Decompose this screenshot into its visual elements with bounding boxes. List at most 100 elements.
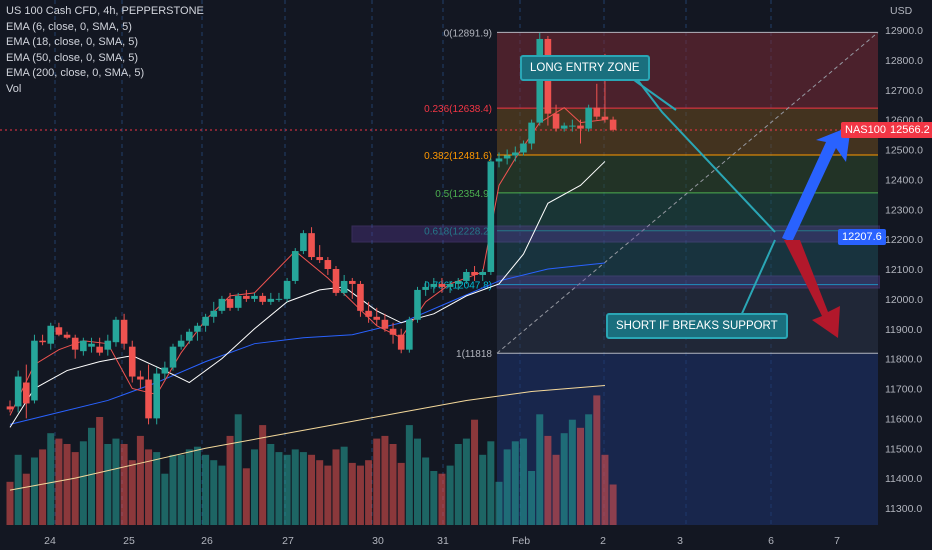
candle-body [186,331,193,341]
indicator-ema50[interactable]: EMA (50, close, 0, SMA, 5) [6,51,139,64]
volume-bar [193,446,201,525]
candle-body [194,325,201,332]
ema18-line [9,161,606,428]
volume-bar [63,444,71,525]
indicator-ema6[interactable]: EMA (6, close, 0, SMA, 5) [6,20,132,33]
candle-body [6,406,14,410]
y-tick-label: 12100.0 [885,264,923,276]
volume-bar [462,438,470,525]
volume-bar [389,444,397,525]
indicator-ema200[interactable]: EMA (200, close, 0, SMA, 5) [6,67,145,79]
volume-bar [177,454,185,525]
candle-body [503,155,511,159]
candle-body [267,298,275,302]
x-tick-label: 30 [372,535,384,547]
y-tick-label: 11600.0 [885,413,922,425]
volume-bar [430,471,438,525]
y-tick-label: 12500.0 [885,145,923,157]
fib-level-label: 0.236(12638.4) [424,104,492,115]
short-breaks-callout[interactable]: SHORT IF BREAKS SUPPORT [606,313,788,339]
candle-body [397,334,405,350]
fib-extension-zone [497,353,878,525]
candle-body [316,257,323,261]
volume-bar [88,427,95,525]
y-tick-label: 12000.0 [885,294,923,306]
candle-body [243,295,250,299]
y-tick-label: 11300.0 [885,503,922,515]
candle-body [528,122,535,144]
candle-body [471,271,478,275]
candle-body [495,158,503,162]
candle-body [145,379,152,419]
indicator-ema18[interactable]: EMA (18, close, 0, SMA, 5) [6,36,139,48]
volume-bar [291,449,299,525]
volume-bar [259,425,267,525]
fib-level-label: 0.5(12354.9) [435,189,492,200]
candle-body [520,143,527,153]
volume-bar [242,468,250,525]
volume-bar [381,435,389,525]
y-tick-label: 11900.0 [885,324,922,336]
time-axis-panel [0,528,932,550]
volume-bar [112,438,120,525]
fib-level-label: 0.382(12481.6) [424,151,492,162]
volume-bar [446,465,454,525]
last-price-tag: 12566.2 [886,122,932,138]
candle-body [357,283,364,311]
volume-bar [438,473,446,525]
volume-bar [585,414,593,525]
volume-bar [104,444,112,525]
volume-bar [593,395,601,525]
volume-bar [536,414,544,525]
candle-body [332,269,340,293]
candle-body [177,340,185,347]
candle-body [80,340,87,352]
candle-body [210,310,218,317]
volume-bar [414,438,421,525]
candle-body [300,233,307,252]
candle-body [169,346,177,368]
volume-bar [552,454,560,525]
ema50-line [9,262,606,425]
candle-body [479,271,486,275]
fib-trendline [496,32,879,354]
candle-body [291,251,299,281]
x-tick-label: 25 [123,535,135,547]
candle-body [430,283,438,287]
candle-body [96,346,103,353]
volume-bar [348,462,356,525]
fib-level-label: 0(12891.9) [444,28,492,39]
x-tick-label: 26 [201,535,213,547]
volume-bar [324,465,332,525]
candle-body [308,233,315,258]
candle-body [283,280,291,299]
volume-bar [479,454,487,525]
symbol-title[interactable]: US 100 Cash CFD, 4h, PEPPERSTONE [6,5,204,17]
y-tick-label: 12700.0 [885,85,923,97]
candle-body [226,298,234,308]
candle-body [560,125,568,129]
volume-bar [96,417,104,525]
volume-bar [145,449,153,525]
volume-bar [136,435,144,525]
volume-bar [275,452,283,525]
volume-bar [39,449,47,525]
volume-bar [308,454,316,525]
long-arrow [782,126,851,242]
candle-body [438,283,446,287]
volume-bar [544,435,552,525]
candle-body [112,319,120,343]
candle-body [137,376,144,380]
candle-body [259,295,266,302]
long-entry-callout[interactable]: LONG ENTRY ZONE [520,55,650,81]
indicator-volume[interactable]: Vol [6,82,22,95]
support-zone-lower [496,275,881,289]
candle-body [71,337,79,350]
chart-legend: US 100 Cash CFD, 4h, PEPPERSTONE EMA (6,… [6,4,204,97]
volume-bar [528,471,536,525]
candle-body [161,367,169,374]
volume-bar [161,473,169,525]
volume-bar [332,449,340,525]
volume-bar [503,449,511,525]
